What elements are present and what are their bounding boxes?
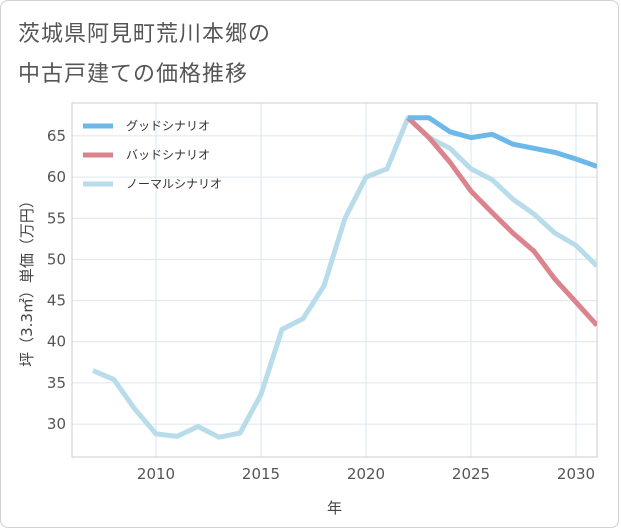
series-line-0: [408, 115, 597, 169]
y-tick-label: 50: [47, 250, 66, 268]
y-tick-label: 40: [47, 333, 66, 351]
y-tick-label: 35: [47, 374, 66, 392]
x-tick-label: 2025: [452, 465, 490, 483]
chart-title-line-1: 茨城県阿見町荒川本郷の: [18, 22, 272, 47]
x-tick-label: 2020: [347, 465, 385, 483]
legend-label-0: グッドシナリオ: [126, 119, 210, 133]
y-axis-title: 坪（3.3㎡）単価（万円）: [18, 193, 36, 367]
x-tick-label: 2030: [557, 465, 595, 483]
legend-label-1: バッドシナリオ: [126, 148, 210, 162]
plot-area: [71, 102, 598, 458]
y-tick-label: 60: [47, 168, 66, 186]
tick-labels: 2010 2015 2020 2025 2030 30 35 40 45 50 55 60 65: [47, 127, 595, 483]
legend-label-2: ノーマルシナリオ: [126, 177, 222, 191]
chart-title-line-2: 中古戸建ての価格推移: [18, 62, 249, 87]
series-line-1: [406, 115, 597, 327]
y-tick-label: 45: [47, 292, 66, 310]
x-axis-title: 年: [327, 499, 342, 517]
y-tick-label: 65: [47, 127, 66, 145]
series-lines: [92, 115, 597, 440]
y-tick-label: 55: [47, 209, 66, 227]
x-tick-label: 2010: [137, 465, 175, 483]
grid: [72, 103, 597, 457]
series-line-2: [92, 115, 597, 440]
y-tick-label: 30: [47, 415, 66, 433]
x-tick-label: 2015: [242, 465, 280, 483]
